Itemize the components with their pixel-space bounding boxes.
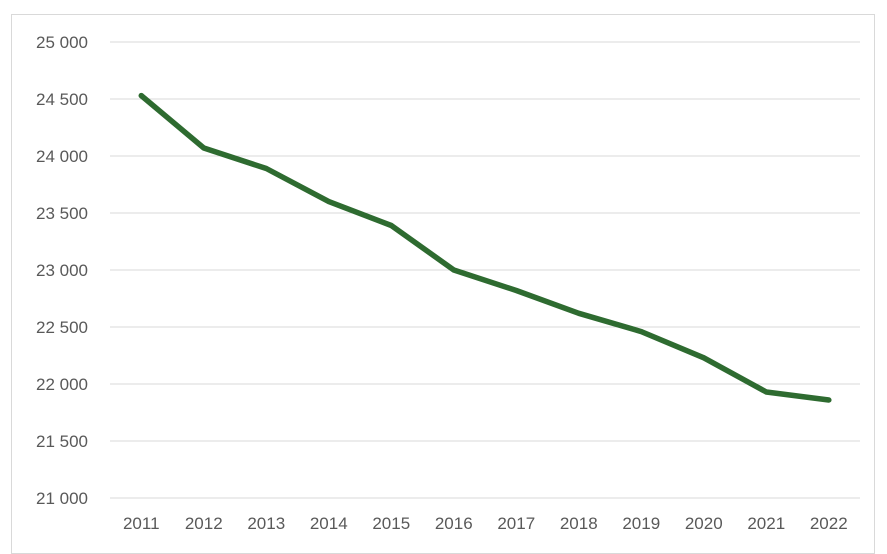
x-tick-label: 2017 [497, 514, 535, 533]
y-tick-label: 22 000 [36, 375, 88, 394]
series-line [138, 92, 832, 403]
y-tick-label: 21 500 [36, 432, 88, 451]
series-layer [138, 92, 832, 403]
x-tick-label: 2021 [747, 514, 785, 533]
gridlines [110, 41, 860, 499]
data-point [138, 93, 144, 99]
y-axis: 21 000 21 500 22 000 22 500 23 000 23 500 24 0… [36, 33, 88, 508]
y-tick-label: 22 500 [36, 318, 88, 337]
data-point [326, 199, 332, 205]
data-point [638, 329, 644, 335]
x-tick-label: 2011 [123, 514, 160, 533]
y-tick-label: 23 000 [36, 261, 88, 280]
y-tick-label: 25 000 [36, 33, 88, 52]
x-tick-label: 2013 [247, 514, 285, 533]
x-tick-label: 2012 [185, 514, 223, 533]
x-tick-label: 2014 [310, 514, 348, 533]
data-point [701, 355, 707, 361]
x-tick-label: 2020 [685, 514, 723, 533]
y-tick-label: 21 000 [36, 489, 88, 508]
y-tick-label: 24 500 [36, 90, 88, 109]
data-point [451, 267, 457, 273]
data-point [826, 397, 832, 403]
data-point [513, 288, 519, 294]
x-axis: 2011 2012 2013 2014 2015 2016 2017 2018 2019 2020… [123, 514, 848, 533]
data-point [263, 166, 269, 172]
x-tick-label: 2015 [372, 514, 410, 533]
y-tick-label: 23 500 [36, 204, 88, 223]
x-tick-label: 2022 [810, 514, 848, 533]
x-tick-label: 2016 [435, 514, 473, 533]
data-point [763, 389, 769, 395]
data-point [576, 310, 582, 316]
data-point [201, 145, 207, 151]
data-point [388, 223, 394, 229]
x-tick-label: 2019 [622, 514, 660, 533]
y-tick-label: 24 000 [36, 147, 88, 166]
x-tick-label: 2018 [560, 514, 598, 533]
